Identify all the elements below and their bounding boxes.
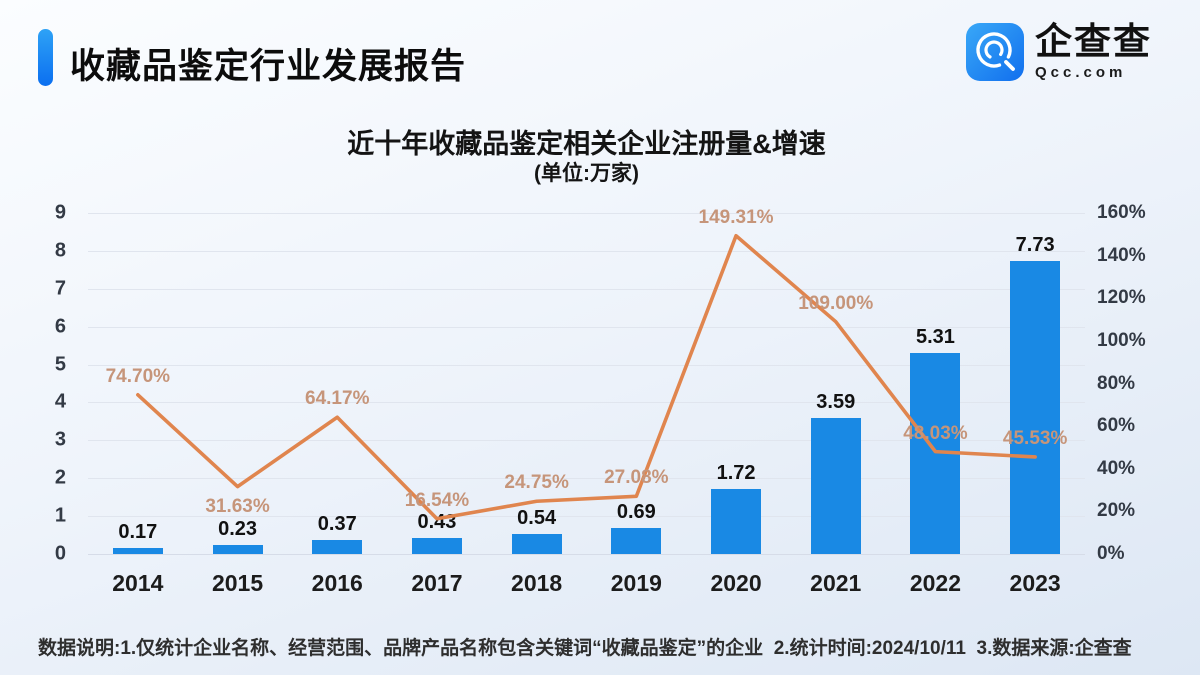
bar-value-label: 1.72 — [716, 461, 756, 484]
growth-point-label: 16.54% — [404, 489, 470, 511]
grid-line — [88, 250, 1085, 252]
x-axis-tick: 2023 — [1009, 570, 1061, 596]
qcc-logo-domain: Qcc.com — [1035, 63, 1127, 81]
growth-point-label: 31.63% — [205, 495, 270, 517]
x-axis-tick: 2022 — [909, 570, 962, 596]
x-axis-tick: 2019 — [610, 570, 662, 596]
x-axis-tick: 2014 — [112, 570, 164, 596]
bar-value-label: 0.43 — [417, 510, 457, 533]
grid-line — [88, 288, 1085, 290]
y-axis-tick-left: 1 — [54, 504, 66, 527]
bar-value-label: 5.31 — [915, 325, 955, 348]
bar — [312, 539, 363, 554]
bar-value-label: 0.23 — [218, 518, 258, 541]
x-axis-tick: 2020 — [710, 570, 762, 596]
qcc-magnifier-icon — [966, 23, 1024, 81]
y-axis-tick-left: 2 — [54, 466, 66, 489]
bar — [411, 537, 462, 554]
y-axis-tick-left: 7 — [54, 277, 66, 300]
y-axis-tick-left: 0 — [54, 542, 66, 565]
y-axis-tick-left: 6 — [54, 315, 66, 338]
bar-value-label: 0.54 — [517, 506, 557, 529]
chart-subtitle: (单位:万家) — [534, 162, 639, 185]
bar — [212, 545, 263, 554]
x-axis-tick: 2017 — [411, 570, 463, 596]
y-axis-tick-right: 160% — [1097, 202, 1146, 223]
bar-value-label: 0.69 — [616, 500, 656, 523]
bar — [910, 352, 961, 554]
y-axis-tick-right: 40% — [1097, 457, 1136, 479]
growth-line-path — [136, 233, 1037, 521]
y-axis-tick-left: 9 — [54, 201, 66, 224]
bar — [511, 533, 562, 554]
bar-value-label: 0.37 — [317, 512, 357, 535]
y-axis-tick-right: 60% — [1097, 415, 1136, 437]
y-axis-tick-right: 140% — [1097, 244, 1146, 266]
footer-note: 数据说明:1.仅统计企业名称、经营范围、品牌产品名称包含关键词“收藏品鉴定”的企… — [38, 638, 1132, 659]
bar — [1010, 261, 1061, 554]
growth-point-label: 149.31% — [698, 206, 774, 228]
growth-point-label: 48.03% — [903, 422, 968, 444]
y-axis-tick-right: 20% — [1097, 500, 1136, 522]
bar — [711, 488, 762, 554]
y-axis-tick-right: 100% — [1097, 329, 1146, 351]
growth-point-label: 45.53% — [1002, 427, 1068, 449]
growth-point-label: 109.00% — [798, 292, 874, 314]
y-axis-tick-right: 80% — [1097, 372, 1136, 394]
y-axis-tick-left: 8 — [54, 239, 66, 262]
bar — [611, 527, 662, 554]
growth-point-label: 74.70% — [105, 365, 171, 387]
x-axis-tick: 2016 — [311, 570, 363, 596]
x-axis-tick: 2021 — [810, 570, 862, 596]
grid-line — [88, 213, 1085, 214]
bar-value-label: 0.17 — [118, 520, 158, 543]
x-axis-tick: 2015 — [211, 570, 264, 596]
grid-line — [88, 554, 1085, 555]
growth-point-label: 24.75% — [504, 472, 569, 494]
bar — [810, 417, 861, 554]
bar-value-label: 3.59 — [816, 390, 856, 413]
report-title: 收藏品鉴定行业发展报告 — [70, 47, 467, 86]
y-axis-tick-left: 3 — [54, 428, 66, 451]
qcc-logo: 企查查 Qcc.com — [965, 22, 1152, 82]
bar — [112, 547, 163, 554]
growth-point-label: 64.17% — [305, 388, 370, 410]
chart-title: 近十年收藏品鉴定相关企业注册量&增速 — [347, 129, 826, 159]
x-axis-tick: 2018 — [511, 570, 563, 596]
y-axis-tick-right: 120% — [1097, 287, 1146, 309]
y-axis-tick-left: 5 — [54, 353, 66, 376]
qcc-logo-text-block: 企查查 Qcc.com — [1035, 21, 1152, 81]
growth-point-label: 27.08% — [604, 467, 669, 489]
y-axis-tick-left: 4 — [54, 390, 66, 413]
title-accent-bar — [38, 29, 53, 86]
qcc-logo-name: 企查查 — [1035, 21, 1152, 63]
bar-value-label: 7.73 — [1015, 234, 1055, 257]
y-axis-tick-right: 0% — [1097, 543, 1125, 564]
